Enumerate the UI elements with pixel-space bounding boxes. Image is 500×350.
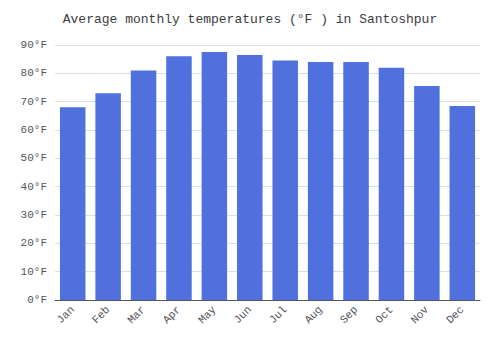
svg-text:Average monthly temperatures (: Average monthly temperatures (°F ) in Sa… — [63, 12, 437, 27]
svg-text:50°F: 50°F — [21, 152, 47, 164]
svg-text:Mar: Mar — [125, 304, 147, 326]
svg-text:40°F: 40°F — [21, 181, 47, 193]
svg-text:Jan: Jan — [54, 304, 76, 326]
svg-text:Apr: Apr — [161, 304, 183, 326]
svg-text:May: May — [196, 303, 219, 326]
svg-text:10°F: 10°F — [21, 266, 47, 278]
svg-text:30°F: 30°F — [21, 209, 47, 221]
svg-text:70°F: 70°F — [21, 96, 47, 108]
svg-text:Jun: Jun — [232, 304, 254, 326]
svg-text:Oct: Oct — [373, 304, 395, 326]
svg-text:Aug: Aug — [302, 304, 324, 326]
svg-text:80°F: 80°F — [21, 67, 47, 79]
svg-text:Dec: Dec — [444, 304, 466, 326]
svg-text:Feb: Feb — [90, 304, 112, 326]
svg-text:Nov: Nov — [409, 303, 432, 326]
svg-text:Sep: Sep — [338, 304, 360, 326]
svg-text:90°F: 90°F — [21, 39, 47, 51]
svg-text:20°F: 20°F — [21, 237, 47, 249]
svg-text:0°F: 0°F — [27, 294, 47, 306]
svg-text:60°F: 60°F — [21, 124, 47, 136]
svg-text:Jul: Jul — [267, 304, 289, 326]
